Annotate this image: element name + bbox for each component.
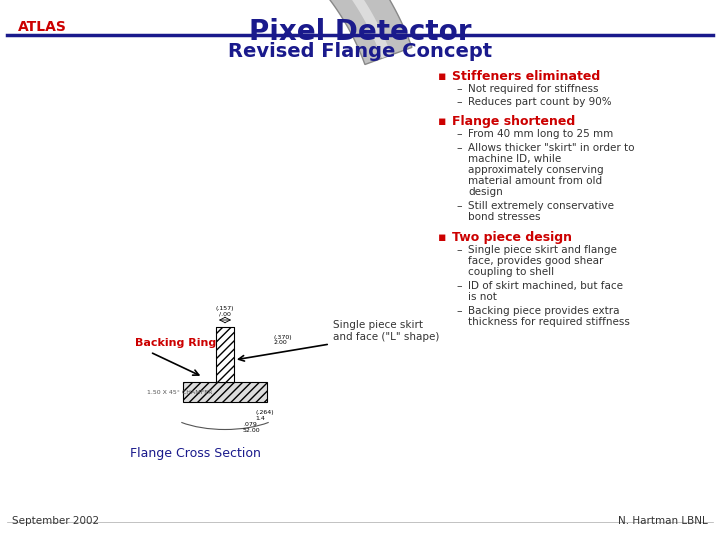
Text: ID of skirt machined, but face: ID of skirt machined, but face <box>468 281 623 291</box>
Text: –: – <box>456 306 462 316</box>
Text: is not: is not <box>468 292 497 302</box>
Text: Flange shortened: Flange shortened <box>452 115 575 128</box>
Text: approximately conserving: approximately conserving <box>468 165 603 175</box>
Polygon shape <box>0 0 391 58</box>
Text: Pixel Detector: Pixel Detector <box>248 18 472 46</box>
Text: 1.50 X 45° CHAMFER: 1.50 X 45° CHAMFER <box>147 389 212 395</box>
Text: bond stresses: bond stresses <box>468 212 541 222</box>
Text: Reduces part count by 90%: Reduces part count by 90% <box>468 97 611 107</box>
Text: machine ID, while: machine ID, while <box>468 154 562 164</box>
Text: Single piece skirt and flange: Single piece skirt and flange <box>468 245 617 255</box>
Text: Backing Ring: Backing Ring <box>135 338 216 348</box>
Text: Two piece design: Two piece design <box>452 231 572 244</box>
Text: coupling to shell: coupling to shell <box>468 267 554 277</box>
Text: –: – <box>456 97 462 107</box>
Text: (.264)
1.4: (.264) 1.4 <box>255 410 274 421</box>
Text: From 40 mm long to 25 mm: From 40 mm long to 25 mm <box>468 129 613 139</box>
Text: (.157)
/.00: (.157) /.00 <box>216 306 234 317</box>
Text: material amount from old: material amount from old <box>468 176 602 186</box>
Text: Revised Flange Concept: Revised Flange Concept <box>228 42 492 61</box>
Text: –: – <box>456 201 462 211</box>
Text: –: – <box>456 245 462 255</box>
Text: Backing piece provides extra: Backing piece provides extra <box>468 306 619 316</box>
Bar <box>183 382 267 402</box>
Text: –: – <box>456 143 462 153</box>
Text: Allows thicker "skirt" in order to: Allows thicker "skirt" in order to <box>468 143 634 153</box>
Text: Stiffeners eliminated: Stiffeners eliminated <box>452 70 600 83</box>
Text: ▪: ▪ <box>438 231 446 244</box>
Text: N. Hartman LBNL: N. Hartman LBNL <box>618 516 708 526</box>
Text: .079
52.00: .079 52.00 <box>243 422 261 433</box>
Text: thickness for required stiffness: thickness for required stiffness <box>468 317 630 327</box>
Text: (.370)
2.00: (.370) 2.00 <box>273 335 292 346</box>
Text: Still extremely conservative: Still extremely conservative <box>468 201 614 211</box>
Bar <box>216 327 234 382</box>
Text: ▪: ▪ <box>438 115 446 128</box>
Text: September 2002: September 2002 <box>12 516 99 526</box>
Text: –: – <box>456 129 462 139</box>
Text: face, provides good shear: face, provides good shear <box>468 256 603 266</box>
Text: ATLAS: ATLAS <box>18 20 67 34</box>
Bar <box>216 327 234 382</box>
Text: –: – <box>456 84 462 94</box>
Text: –: – <box>456 281 462 291</box>
Text: design: design <box>468 187 503 197</box>
Text: ▪: ▪ <box>438 70 446 83</box>
Text: Single piece skirt
and face ("L" shape): Single piece skirt and face ("L" shape) <box>333 320 439 342</box>
Text: Not required for stiffness: Not required for stiffness <box>468 84 598 94</box>
Text: Flange Cross Section: Flange Cross Section <box>130 447 261 460</box>
Polygon shape <box>0 0 412 64</box>
